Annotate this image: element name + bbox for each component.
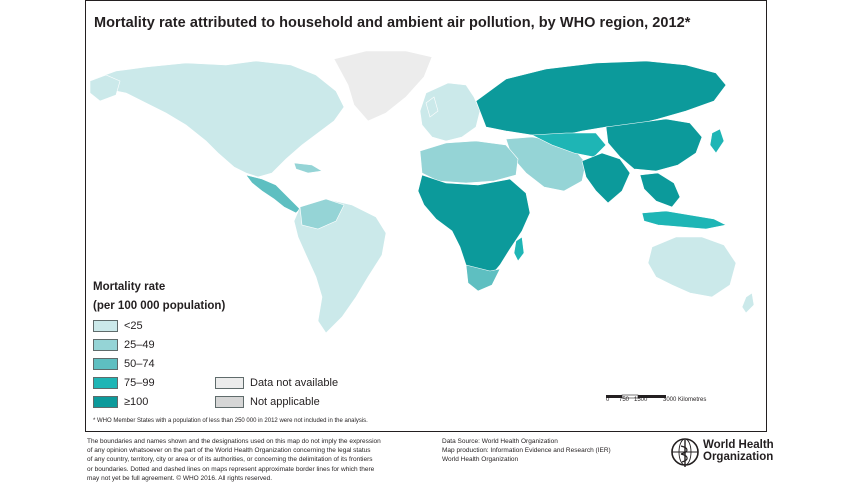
disclaimer-line: or boundaries. Dotted and dashed lines o… bbox=[87, 465, 375, 473]
disclaimer-line: The boundaries and names shown and the d… bbox=[87, 438, 381, 445]
org-name-line1: World Health bbox=[703, 439, 774, 451]
region-australia bbox=[647, 236, 737, 298]
region-central-america bbox=[245, 174, 301, 214]
region-western-europe bbox=[419, 82, 481, 142]
region-sub-saharan-africa bbox=[417, 174, 531, 280]
scale-tick-750: 750 bbox=[619, 397, 630, 403]
legend-swatch bbox=[215, 396, 244, 408]
disclaimer-line: of any opinion whatsoever on the part of… bbox=[87, 447, 371, 455]
region-central-asia bbox=[530, 132, 607, 158]
scale-bar: 0 750 1500 3000 Kilometres bbox=[606, 389, 706, 407]
legend-label: Not applicable bbox=[250, 396, 320, 408]
disclaimer: The boundaries and names shown and the d… bbox=[87, 437, 437, 483]
scale-tick-1500: 1500 bbox=[634, 397, 648, 403]
region-south-asia bbox=[581, 152, 631, 204]
legend-swatch bbox=[93, 377, 118, 389]
legend-label: Data not available bbox=[250, 377, 339, 389]
legend-label: 50–74 bbox=[124, 358, 155, 370]
who-emblem-icon bbox=[671, 438, 699, 467]
footnote: * WHO Member States with a population of… bbox=[93, 418, 368, 424]
region-south-america bbox=[293, 198, 387, 334]
legend-title: Mortality rate bbox=[93, 281, 166, 293]
region-southern-africa bbox=[465, 264, 501, 292]
legend-item-lt25: <25 bbox=[93, 320, 143, 332]
legend-swatch bbox=[93, 320, 118, 332]
region-caribbean bbox=[293, 162, 323, 174]
region-new-zealand bbox=[741, 292, 755, 314]
region-north-america bbox=[93, 60, 345, 178]
legend-item-not-applicable: Not applicable bbox=[215, 396, 320, 408]
region-madagascar bbox=[513, 236, 525, 262]
region-greenland bbox=[333, 50, 433, 122]
region-indonesia bbox=[641, 210, 727, 230]
disclaimer-line: of any country, territory, city or area … bbox=[87, 456, 373, 464]
map-frame: Mortality rate attributed to household a… bbox=[85, 0, 767, 432]
legend-item-25-49: 25–49 bbox=[93, 339, 155, 351]
source-line: World Health Organization bbox=[442, 456, 519, 464]
legend-swatch bbox=[93, 396, 118, 408]
region-china bbox=[605, 118, 703, 172]
legend-swatch bbox=[93, 339, 118, 351]
disclaimer-line: may not yet be full agreement. © WHO 201… bbox=[87, 474, 273, 482]
legend-item-75-99: 75–99 bbox=[93, 377, 155, 389]
world-map bbox=[89, 50, 755, 334]
legend-subtitle: (per 100 000 population) bbox=[93, 300, 226, 312]
region-alaska bbox=[89, 74, 121, 102]
region-uk-ireland bbox=[425, 96, 439, 118]
map-title: Mortality rate attributed to household a… bbox=[94, 15, 691, 31]
org-name-line2: Organization bbox=[703, 450, 774, 463]
legend-swatch bbox=[215, 377, 244, 389]
who-logo-text: World Health Organization bbox=[703, 439, 774, 463]
region-japan bbox=[709, 128, 725, 154]
legend-item-data-not-available: Data not available bbox=[215, 377, 338, 389]
scale-tick-0: 0 bbox=[606, 397, 610, 403]
region-south-america-north bbox=[299, 198, 345, 230]
scale-bar-graphic bbox=[606, 394, 666, 399]
legend-label: 25–49 bbox=[124, 339, 155, 351]
source-line: Map production: Information Evidence and… bbox=[442, 447, 611, 455]
scale-tick-3000: 3000 Kilometres bbox=[663, 397, 707, 403]
data-source: Data Source: World Health Organization M… bbox=[442, 437, 652, 465]
legend-label: 75–99 bbox=[124, 377, 155, 389]
legend-item-gte100: ≥100 bbox=[93, 396, 148, 408]
legend-swatch bbox=[93, 358, 118, 370]
region-north-africa bbox=[419, 140, 519, 184]
source-line: Data Source: World Health Organization bbox=[442, 438, 558, 445]
legend-label: <25 bbox=[124, 320, 143, 332]
legend-item-50-74: 50–74 bbox=[93, 358, 155, 370]
region-south-east-asia bbox=[639, 172, 681, 208]
legend-label: ≥100 bbox=[124, 396, 149, 408]
